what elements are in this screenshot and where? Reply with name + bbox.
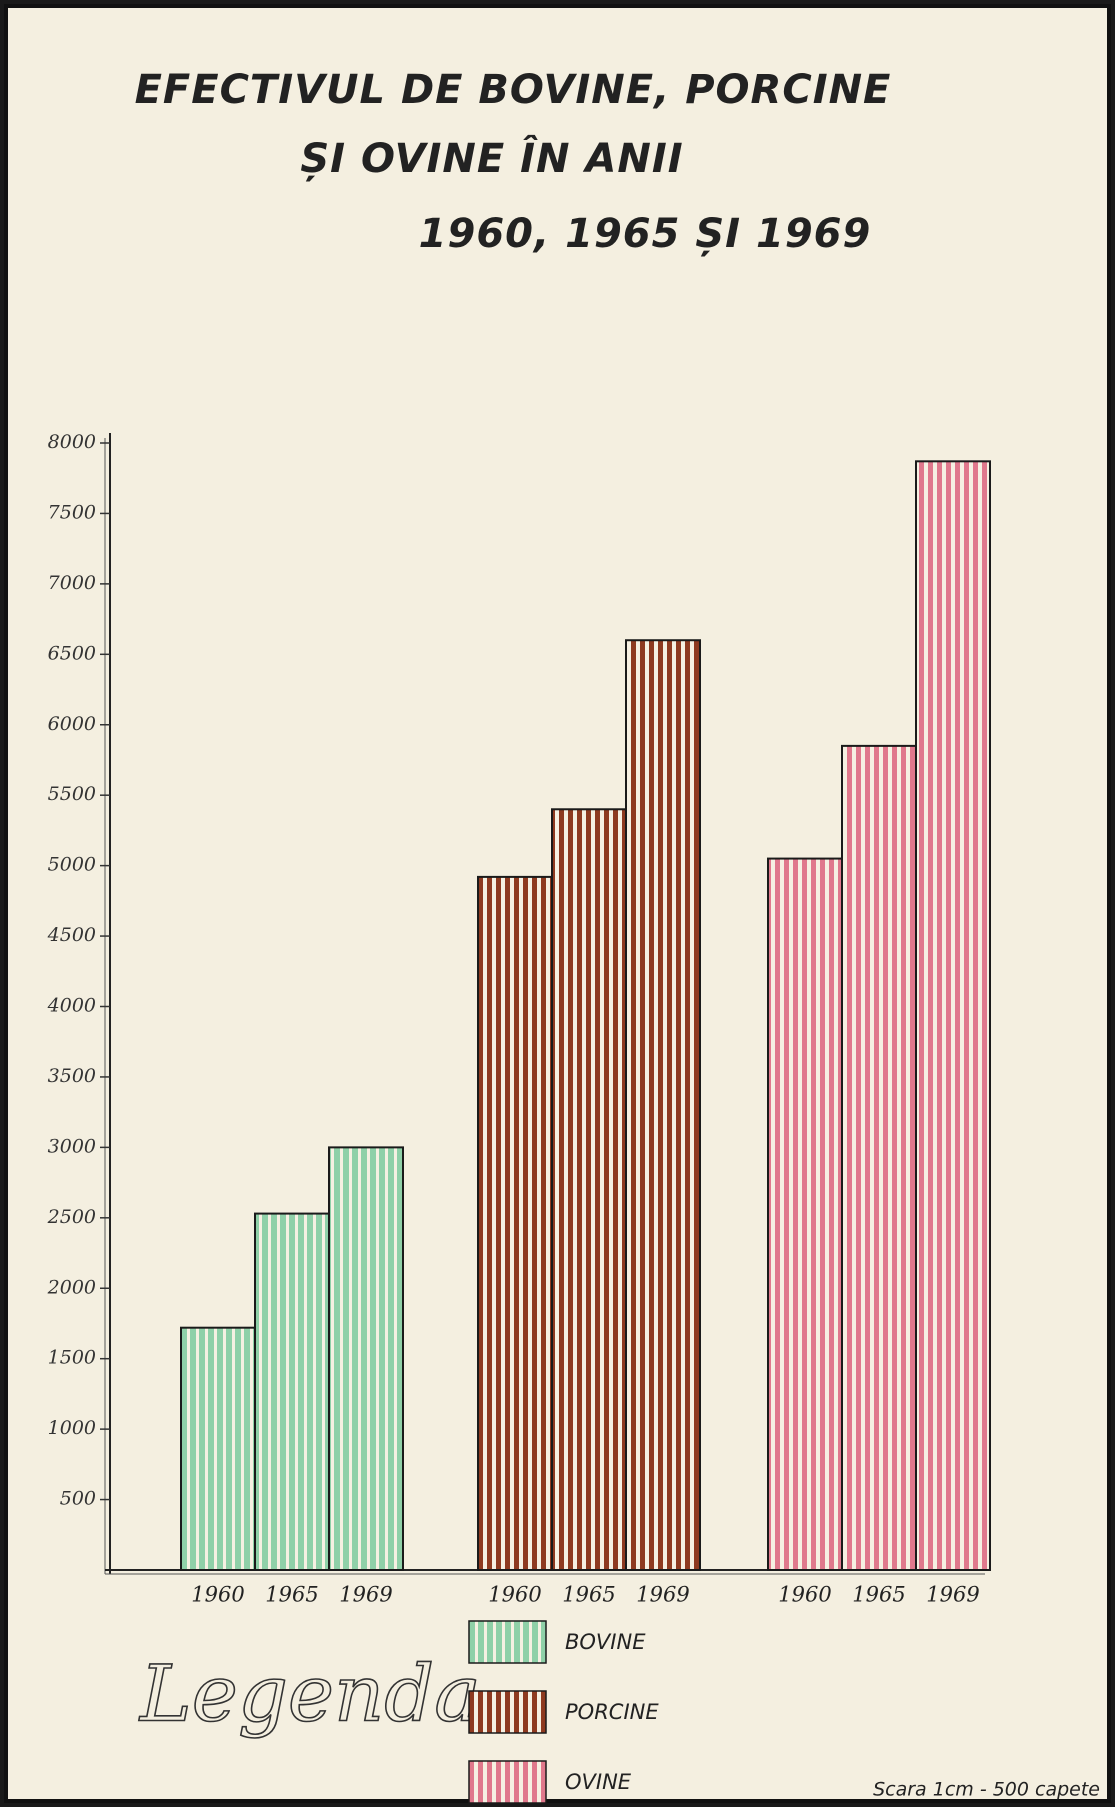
chart-title: 1960, 1965 ȘI 1969 (419, 211, 872, 257)
y-tick-label: 7500 (48, 501, 96, 523)
legend-label: OVINE (565, 1770, 632, 1794)
bar (625, 639, 701, 1571)
x-tick-label: 1960 (778, 1583, 831, 1607)
x-tick-label: 1965 (562, 1583, 615, 1607)
y-tick-label: 8000 (48, 431, 96, 453)
y-tick-label: 2500 (47, 1206, 96, 1228)
bar (477, 875, 553, 1571)
x-tick-label: 1969 (926, 1583, 979, 1607)
chart-title: EFECTIVUL DE BOVINE, PORCINE (135, 67, 892, 113)
bar (254, 1212, 330, 1572)
legend-label: BOVINE (565, 1630, 646, 1654)
y-tick-label: 3000 (48, 1135, 96, 1157)
y-tick-label: 500 (60, 1488, 96, 1510)
x-tick-label: 1969 (636, 1583, 689, 1607)
legend-title: Legenda (138, 1650, 481, 1740)
x-tick-label: 1965 (265, 1583, 318, 1607)
chart-title: ȘI OVINE ÎN ANII (300, 134, 683, 182)
legend-swatch (468, 1690, 547, 1734)
legend-swatch (468, 1760, 547, 1804)
bar (767, 857, 843, 1571)
bar (915, 460, 991, 1572)
y-tick-label: 6000 (48, 713, 96, 735)
x-tick-label: 1960 (488, 1583, 541, 1607)
x-tick-label: 1969 (339, 1583, 392, 1607)
bar (551, 808, 627, 1571)
y-tick-label: 5500 (48, 783, 96, 805)
y-tick-label: 2000 (47, 1276, 96, 1298)
y-tick-label: 3500 (48, 1065, 96, 1087)
y-tick-label: 4000 (47, 995, 96, 1017)
y-tick-label: 5000 (48, 854, 96, 876)
x-tick-label: 1960 (191, 1583, 244, 1607)
y-tick-label: 1500 (48, 1347, 96, 1369)
legend-label: PORCINE (565, 1700, 659, 1724)
y-tick-label: 6500 (48, 642, 96, 664)
legend-swatch (468, 1620, 547, 1664)
bar (180, 1326, 256, 1571)
bar (328, 1146, 404, 1571)
y-tick-label: 4500 (47, 924, 96, 946)
bar (841, 744, 917, 1571)
x-tick-label: 1965 (852, 1583, 905, 1607)
y-tick-label: 1000 (48, 1417, 96, 1439)
y-tick-label: 7000 (48, 572, 96, 594)
scale-note: Scara 1cm - 500 capete (873, 1779, 1100, 1801)
